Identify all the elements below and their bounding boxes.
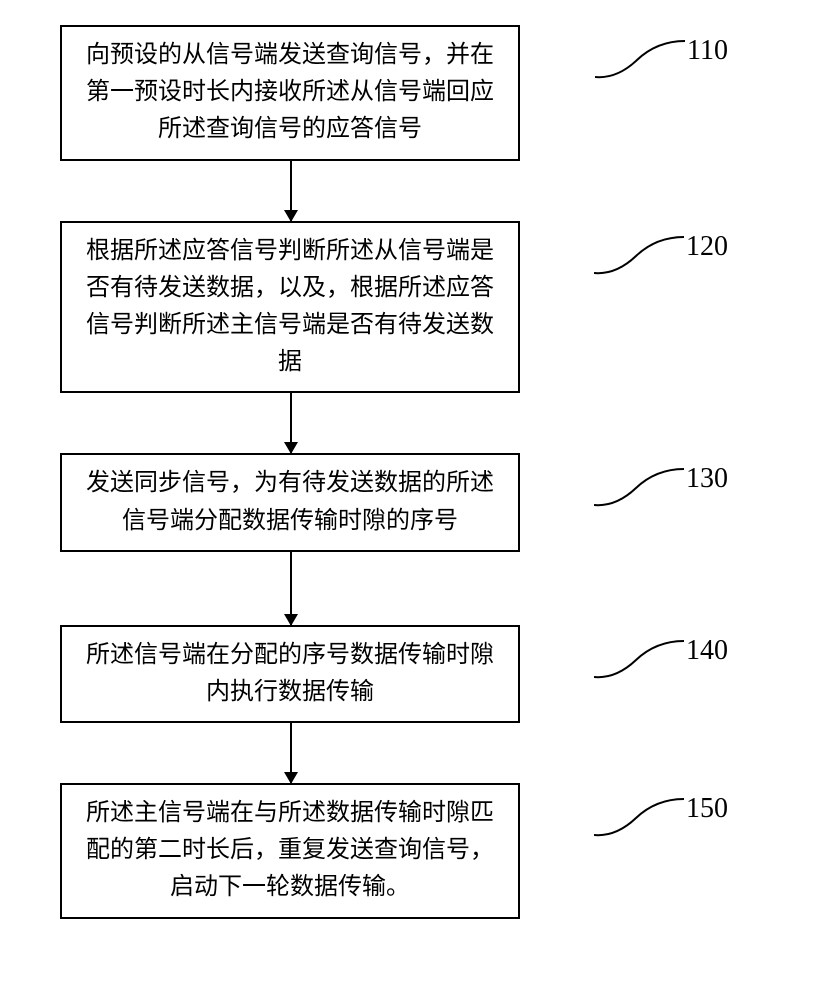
step-number: 150	[686, 787, 728, 830]
step-number: 120	[686, 225, 728, 268]
step-box-1: 向预设的从信号端发送查询信号，并在第一预设时长内接收所述从信号端回应所述查询信号…	[60, 25, 520, 161]
arrow-connector	[290, 161, 292, 221]
step-number: 130	[686, 457, 728, 500]
curve-connector-icon	[594, 463, 684, 513]
step-box-3: 发送同步信号，为有待发送数据的所述信号端分配数据传输时隙的序号 130	[60, 453, 520, 551]
step-box-2: 根据所述应答信号判断所述从信号端是否有待发送数据，以及，根据所述应答信号判断所述…	[60, 221, 520, 394]
step-box-5: 所述主信号端在与所述数据传输时隙匹配的第二时长后，重复发送查询信号，启动下一轮数…	[60, 783, 520, 919]
curve-connector-icon	[594, 231, 684, 281]
step-text: 所述信号端在分配的序号数据传输时隙内执行数据传输	[78, 637, 502, 711]
step-number: 110	[687, 29, 728, 72]
step-text: 所述主信号端在与所述数据传输时隙匹配的第二时长后，重复发送查询信号，启动下一轮数…	[78, 795, 502, 907]
arrow-connector	[290, 393, 292, 453]
step-number: 140	[686, 629, 728, 672]
step-box-4: 所述信号端在分配的序号数据传输时隙内执行数据传输 140	[60, 625, 520, 723]
curve-connector-icon	[594, 635, 684, 685]
step-label-3: 130	[594, 463, 728, 513]
arrow-connector	[290, 552, 292, 625]
curve-connector-icon	[594, 793, 684, 843]
step-label-5: 150	[594, 793, 728, 843]
arrow-connector	[290, 723, 292, 783]
step-label-1: 110	[595, 35, 728, 85]
curve-connector-icon	[595, 35, 685, 85]
step-text: 根据所述应答信号判断所述从信号端是否有待发送数据，以及，根据所述应答信号判断所述…	[78, 233, 502, 382]
step-text: 发送同步信号，为有待发送数据的所述信号端分配数据传输时隙的序号	[78, 465, 502, 539]
step-text: 向预设的从信号端发送查询信号，并在第一预设时长内接收所述从信号端回应所述查询信号…	[78, 37, 502, 149]
step-label-2: 120	[594, 231, 728, 281]
step-label-4: 140	[594, 635, 728, 685]
flowchart-container: 向预设的从信号端发送查询信号，并在第一预设时长内接收所述从信号端回应所述查询信号…	[50, 25, 610, 919]
